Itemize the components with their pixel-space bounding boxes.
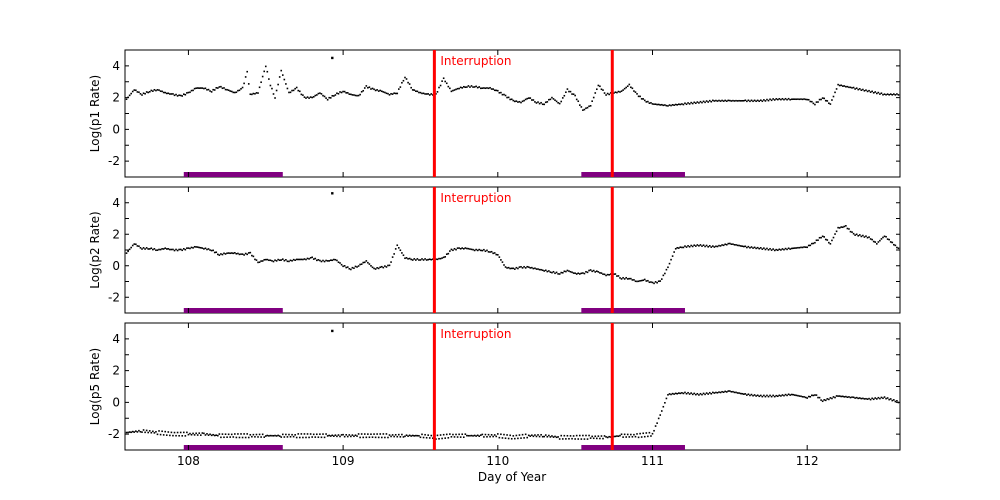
interruption-label: Interruption: [440, 54, 511, 68]
interruption-label: Interruption: [440, 327, 511, 341]
outlier-point: [331, 192, 334, 195]
shaded-bar: [183, 172, 283, 177]
panels-container: -2 0 2 4 Log(p1 Rate) Interruption -2 0 2 4 Log(p2…: [88, 49, 901, 468]
y-tick-label: -2: [108, 154, 120, 168]
shaded-bar: [581, 308, 685, 313]
x-tick-label: 112: [796, 454, 819, 468]
shaded-bar: [183, 308, 283, 313]
x-tick-label: 110: [486, 454, 509, 468]
x-tick-label: 108: [177, 454, 200, 468]
y-tick-label: 4: [112, 332, 120, 346]
y-tick-label: 0: [112, 395, 120, 409]
y-tick-label: 4: [112, 196, 120, 210]
panel-p1: -2 0 2 4 Log(p1 Rate) Interruption: [88, 49, 901, 178]
shaded-bar: [183, 445, 283, 450]
x-tick-label: 111: [641, 454, 664, 468]
shaded-bar: [581, 445, 685, 450]
y-tick-label: 0: [112, 259, 120, 273]
outlier-point: [331, 329, 334, 333]
y-axis-label: Log(p1 Rate): [88, 75, 102, 152]
y-tick-label: -2: [108, 427, 120, 441]
y-axis-label: Log(p5 Rate): [88, 348, 102, 425]
axes-frame: [124, 49, 901, 178]
outlier-point: [331, 56, 334, 60]
data-points: [125, 225, 900, 285]
y-tick-label: 4: [112, 59, 120, 73]
panel-p2: -2 0 2 4 Log(p2 Rate) Interruption: [88, 186, 901, 314]
data-points: [125, 65, 900, 111]
axes-frame: [124, 322, 901, 451]
x-tick-label: 109: [332, 454, 355, 468]
y-tick-label: 2: [112, 227, 120, 241]
interruption-label: Interruption: [440, 191, 511, 205]
y-tick-label: 0: [112, 122, 120, 136]
panel-p5: -2 0 2 4 Log(p5 Rate) Interruption 108 109 110 11…: [88, 322, 901, 468]
y-axis-label: Log(p2 Rate): [88, 211, 102, 288]
data-points: [125, 390, 900, 440]
shaded-bar: [581, 172, 685, 177]
y-tick-label: -2: [108, 290, 120, 304]
y-tick-label: 2: [112, 91, 120, 105]
x-axis-label: Day of Year: [478, 470, 546, 484]
y-tick-label: 2: [112, 364, 120, 378]
